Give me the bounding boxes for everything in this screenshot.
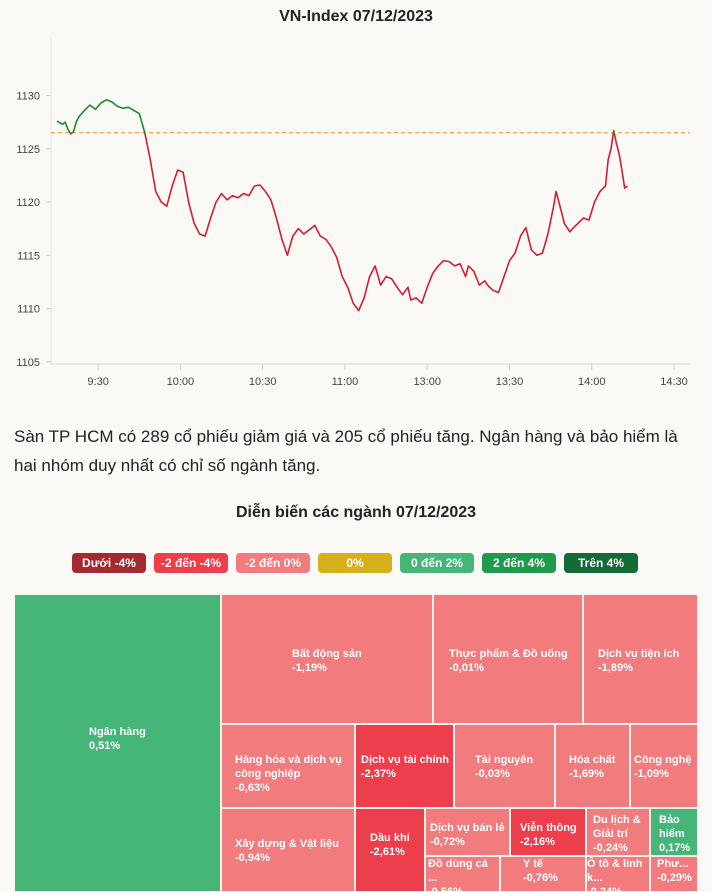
tile-name: Phư... bbox=[657, 858, 689, 870]
tile-change: -0,94% bbox=[235, 852, 270, 864]
legend-below-minus-4: Dưới -4% bbox=[72, 553, 146, 573]
treemap-tile[interactable]: Xây dựng & Vật liệu -0,94% bbox=[221, 808, 355, 892]
tile-change: -0,01% bbox=[449, 662, 484, 674]
y-tick-label: 1105 bbox=[16, 357, 40, 369]
treemap-tile[interactable]: Dịch vụ bán lẻ -0,72% bbox=[425, 808, 510, 856]
treemap-tile[interactable]: Thực phẩm & Đồ uống -0,01% bbox=[433, 594, 583, 724]
tile-name: Công nghệ bbox=[634, 754, 692, 766]
x-tick-label: 9:30 bbox=[87, 376, 108, 388]
tile-change: -1,69% bbox=[569, 768, 604, 780]
treemap-tile[interactable]: Ngân hàng 0,51% bbox=[14, 594, 221, 892]
tile-name: Y tế bbox=[523, 858, 543, 870]
tile-change: -0,63% bbox=[235, 782, 270, 794]
chart-title: VN-Index 07/12/2023 bbox=[279, 8, 433, 25]
treemap-tile[interactable]: Du lịch & Giải trí -0,24% bbox=[586, 808, 650, 856]
index-line-down bbox=[69, 132, 73, 135]
tile-change: -0,76% bbox=[523, 872, 558, 884]
vn-index-chart: 1130 1125 1120 1115 1110 1105 9:30 10:00 10:30 11… bbox=[16, 38, 690, 388]
index-line-up bbox=[56, 120, 71, 134]
legend-minus-2-to-minus-4: -2 đến -4% bbox=[154, 553, 228, 573]
tile-name: Dầu khí bbox=[370, 832, 410, 844]
x-tick-label: 11:00 bbox=[332, 376, 359, 388]
tile-change: -0,24% bbox=[593, 842, 628, 854]
tile-change: -0,03% bbox=[475, 768, 510, 780]
treemap-tile[interactable]: Hóa chất -1,69% bbox=[555, 724, 630, 808]
x-tick-label: 13:00 bbox=[413, 376, 441, 388]
treemap-tile[interactable]: Viễn thông -2,16% bbox=[510, 808, 586, 856]
legend-2-to-4: 2 đến 4% bbox=[482, 553, 556, 573]
treemap-tile[interactable]: Dịch vụ tài chính -2,37% bbox=[355, 724, 454, 808]
legend-zero: 0% bbox=[318, 553, 392, 573]
tile-change: -0,56% bbox=[428, 886, 463, 892]
summary-paragraph: Sàn TP HCM có 289 cổ phiếu giảm giá và 2… bbox=[14, 427, 678, 475]
tile-name: Ngân hàng bbox=[89, 726, 146, 738]
treemap-tile[interactable]: Phư... -0,29% bbox=[650, 856, 698, 892]
tile-change: 0,51% bbox=[89, 740, 121, 752]
tile-change: -2,37% bbox=[361, 768, 396, 780]
tile-change: -0,29% bbox=[657, 872, 692, 884]
tile-name: Thực phẩm & Đồ uống bbox=[449, 648, 568, 660]
tile-change: 0,17% bbox=[659, 842, 691, 854]
index-line-up bbox=[71, 99, 146, 134]
tile-name: Bất động sản bbox=[292, 648, 362, 660]
tile-change: -1,09% bbox=[634, 768, 669, 780]
index-line-down bbox=[613, 132, 628, 189]
treemap-tile[interactable]: Công nghệ -1,09% bbox=[630, 724, 698, 808]
tile-change: -0,24% bbox=[587, 886, 622, 892]
treemap-tile[interactable]: Bất động sản -1,19% bbox=[221, 594, 433, 724]
y-tick-label: 1120 bbox=[16, 197, 40, 209]
x-tick-label: 13:30 bbox=[496, 376, 524, 388]
tile-name: Đồ dùng cá ... bbox=[428, 858, 488, 884]
tile-name: Viễn thông bbox=[520, 822, 577, 834]
tile-change: -1,89% bbox=[598, 662, 633, 674]
treemap-tile[interactable]: Tài nguyên -0,03% bbox=[454, 724, 555, 808]
tile-name: Hàng hóa và dịch vụ công nghiệp bbox=[235, 754, 342, 780]
treemap-tile[interactable]: Hàng hóa và dịch vụ công nghiệp -0,63% bbox=[221, 724, 355, 808]
treemap-tile[interactable]: Ô tô & linh k... -0,24% bbox=[586, 856, 650, 892]
legend-above-4: Trên 4% bbox=[564, 553, 638, 573]
y-tick-label: 1125 bbox=[16, 144, 40, 156]
tile-name: Bảo hiểm bbox=[659, 814, 685, 840]
tile-name: Tài nguyên bbox=[475, 754, 534, 766]
treemap-title: Diễn biến các ngành 07/12/2023 bbox=[235, 504, 477, 521]
x-tick-label: 14:30 bbox=[660, 376, 688, 388]
tile-name: Ô tô & linh k... bbox=[587, 858, 643, 884]
treemap-tile[interactable]: Y tế -0,76% bbox=[500, 856, 586, 892]
x-tick-label: 10:30 bbox=[249, 376, 277, 388]
y-tick-label: 1110 bbox=[17, 304, 40, 316]
tile-name: Du lịch & Giải trí bbox=[593, 814, 641, 840]
tile-name: Dịch vụ tiện ích bbox=[598, 648, 680, 660]
treemap-tile[interactable]: Dịch vụ tiện ích -1,89% bbox=[583, 594, 698, 724]
tile-change: -1,19% bbox=[292, 662, 327, 674]
treemap-tile[interactable]: Đồ dùng cá ... -0,56% bbox=[425, 856, 500, 892]
legend-0-to-2: 0 đến 2% bbox=[400, 553, 474, 573]
index-line-down bbox=[144, 132, 615, 312]
tile-name: Dịch vụ bán lẻ bbox=[430, 822, 505, 834]
tile-name: Xây dựng & Vật liệu bbox=[235, 838, 339, 850]
legend-minus-2-to-0: -2 đến 0% bbox=[236, 553, 310, 573]
tile-name: Hóa chất bbox=[569, 754, 616, 766]
y-tick-label: 1115 bbox=[17, 250, 40, 262]
tile-change: -2,16% bbox=[520, 836, 555, 848]
tile-name: Dịch vụ tài chính bbox=[361, 754, 450, 766]
tile-change: -2,61% bbox=[370, 846, 405, 858]
index-line-up bbox=[612, 129, 615, 133]
tile-change: -0,72% bbox=[430, 836, 465, 848]
x-tick-label: 14:00 bbox=[578, 376, 606, 388]
x-tick-label: 10:00 bbox=[167, 376, 195, 388]
treemap-tile[interactable]: Dầu khí -2,61% bbox=[355, 808, 425, 892]
y-tick-label: 1130 bbox=[16, 91, 40, 103]
treemap-tile[interactable]: Bảo hiểm 0,17% bbox=[650, 808, 698, 856]
